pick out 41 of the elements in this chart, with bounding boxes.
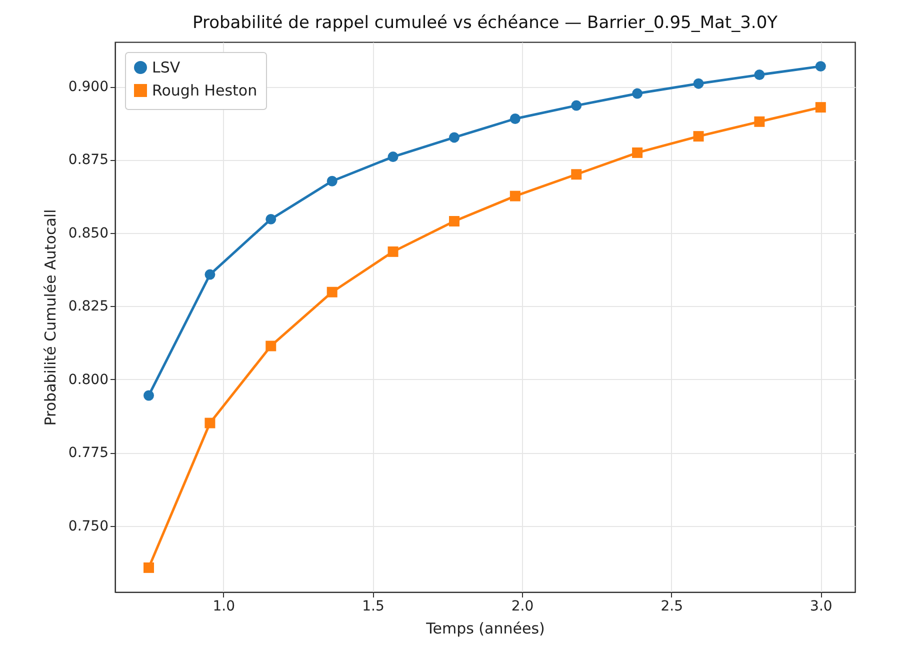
point [815,102,826,113]
y-tick-label: 0.850 [68,225,108,242]
point [693,131,704,142]
point [815,61,826,72]
y-tick-label: 0.800 [68,372,108,388]
point [326,176,338,186]
point [754,70,765,80]
point [571,169,582,180]
point [693,78,704,89]
point [144,390,154,401]
point [448,132,460,143]
y-tick-label: 0.875 [68,152,108,168]
point [632,147,643,158]
x-tick-label: 2.0 [511,598,534,614]
point [204,418,216,428]
legend-label: Rough Heston [152,82,258,100]
x-tick-label: 1.0 [212,598,236,614]
y-tick-label: 0.775 [68,445,108,462]
y-tick-label: 0.825 [68,298,108,315]
point [510,190,520,202]
point [326,286,338,298]
point [448,216,460,226]
chart-title: Probabilité de rappel cumuleé vs échéance — Barrier_0.95_Mat_3.0Y [192,13,778,33]
x-tick-label: 3.0 [810,598,832,614]
point [204,269,216,280]
point [388,152,398,162]
y-tick-label: 0.900 [68,79,108,96]
y-axis-title: Probabilité Cumulée Autocall [41,209,60,426]
point [266,340,276,352]
x-tick-label: 2.5 [660,598,683,614]
point [571,100,582,111]
point [510,113,520,124]
point [754,116,765,127]
y-tick-label: 0.750 [68,518,108,534]
point [266,214,276,224]
legend-label: LSV [152,58,181,76]
x-tick-label: 1.5 [362,598,384,614]
point [144,562,154,573]
point [632,88,643,99]
point [388,246,398,257]
x-axis-title: Temps (années) [425,620,545,638]
